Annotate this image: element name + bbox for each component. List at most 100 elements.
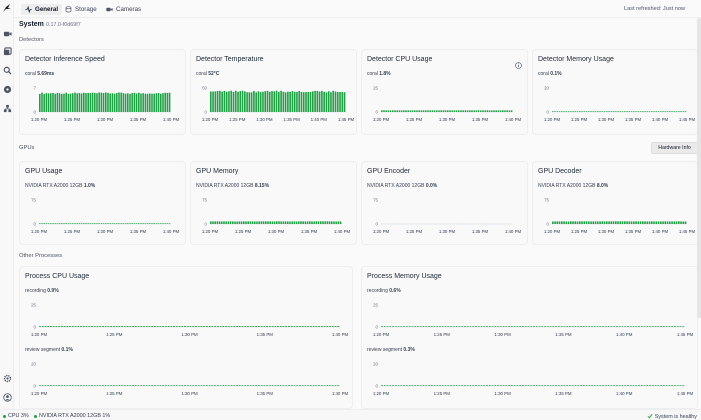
chart-bar	[273, 91, 276, 112]
card-title: Detector CPU Usage	[367, 56, 433, 63]
stat-card: Detector Inference Speed coral 5.69ms 0 7 1:…	[19, 49, 186, 135]
chart-bar	[309, 91, 312, 112]
page-title: System	[19, 21, 44, 28]
chart-bar	[98, 223, 100, 224]
explore-icon[interactable]	[2, 84, 12, 94]
chart-bar	[646, 385, 649, 386]
chart-bar	[626, 385, 629, 386]
chart-bar	[315, 326, 318, 327]
chart-bar	[628, 221, 631, 224]
chart-bar	[173, 385, 176, 386]
chart-bar	[298, 385, 301, 386]
chart-bar	[425, 385, 428, 386]
chart-bar	[87, 223, 89, 224]
chart-bar	[122, 93, 125, 112]
chart-bar	[332, 90, 335, 112]
chart-bar	[164, 326, 167, 327]
chart-svg: 0 25 1:20 PM 1:25 PM 1:30 PM 1:35 PM 1:40 PM 1:…	[373, 303, 694, 396]
chart-bar	[334, 326, 337, 327]
chart-bar	[506, 110, 508, 112]
chart-bar	[608, 221, 610, 224]
chart-bar	[156, 385, 159, 386]
chart-bar	[541, 385, 544, 386]
chart-bar	[298, 90, 301, 112]
app-logo-icon[interactable]	[2, 3, 12, 13]
x-tick-label: 1:40 PM	[311, 117, 328, 122]
health-status[interactable]: System is healthy	[647, 413, 697, 420]
database-icon	[65, 6, 72, 13]
chart-bar	[408, 385, 411, 386]
chart-bar	[577, 385, 580, 386]
chart-bar	[439, 385, 442, 386]
chart-bar	[54, 223, 56, 224]
chart-bar	[337, 385, 340, 386]
chart-bar	[298, 326, 301, 327]
chart-bar	[45, 93, 48, 112]
chart-bar	[510, 326, 513, 327]
last-refreshed: Last refreshed: Just now	[624, 6, 685, 12]
tab-storage[interactable]: Storage	[61, 4, 101, 15]
chart-bar	[334, 385, 337, 386]
x-tick-label: 1:20 PM	[31, 229, 48, 234]
x-tick-label: 1:25 PM	[406, 117, 423, 122]
chart-bar	[331, 385, 334, 386]
x-tick-label: 1:45 PM	[677, 332, 694, 337]
chart-bar	[441, 385, 444, 386]
x-tick-label: 1:25 PM	[235, 229, 252, 234]
chart-bar	[159, 385, 162, 386]
tab-cameras[interactable]: Cameras	[102, 4, 145, 15]
chart-bar	[61, 223, 63, 224]
chart-bar	[662, 385, 665, 386]
chart-bar	[155, 223, 158, 224]
account-icon[interactable]	[2, 392, 12, 402]
chart-bar	[225, 91, 228, 112]
chart-bar	[651, 385, 654, 386]
chart-bar	[628, 111, 631, 112]
chart-bar	[563, 326, 566, 327]
chart-bar	[591, 326, 594, 327]
chart-bar	[648, 221, 651, 224]
chart-bar	[138, 223, 140, 224]
search-icon[interactable]	[2, 65, 12, 75]
chart-bar	[122, 223, 125, 224]
chart-bar	[455, 326, 458, 327]
chart-bar	[280, 90, 282, 112]
chart-bar	[541, 326, 544, 327]
chart-bar	[194, 326, 197, 327]
chart-bar	[474, 326, 477, 327]
chart-bar	[115, 326, 118, 327]
tab-general[interactable]: General	[21, 4, 63, 15]
y-tick-label: 25	[373, 303, 378, 308]
chart-bar	[110, 326, 113, 327]
chart-bar	[558, 111, 561, 112]
stat-card: GPU Decoder NVIDIA RTX A2000 12GB 8.0% 0 75…	[532, 161, 698, 245]
chart-bar	[250, 92, 253, 112]
y-tick-label: 0	[205, 222, 208, 227]
chart-bar	[71, 326, 74, 327]
chart-bar	[135, 223, 138, 224]
chart-bar	[414, 385, 417, 386]
chart-bar	[323, 91, 325, 112]
chart-bar	[427, 110, 429, 112]
gear-icon[interactable]	[2, 373, 12, 383]
chart-bar	[170, 326, 173, 327]
y-tick-label: 7	[34, 86, 37, 91]
stat-card: GPU Usage NVIDIA RTX A2000 12GB 1.0% 0 75 1:…	[19, 161, 186, 245]
chart-bar	[66, 326, 69, 327]
x-tick-label: 1:20 PM	[31, 391, 48, 396]
info-icon[interactable]	[515, 56, 522, 69]
chart-bar	[624, 326, 627, 327]
review-icon[interactable]	[2, 46, 12, 56]
x-tick-label: 1:35 PM	[301, 229, 318, 234]
scrollbar[interactable]	[697, 18, 701, 318]
system-icon[interactable]	[2, 103, 12, 113]
hardware-info-button[interactable]: Hardware Info	[651, 142, 698, 154]
video-icon[interactable]	[2, 28, 12, 38]
chart-bar	[381, 110, 383, 112]
tab-label: Cameras	[116, 6, 142, 13]
chart-bar	[323, 326, 326, 327]
chart-bar	[241, 90, 244, 112]
chart-bar	[561, 111, 563, 112]
chart-bar	[236, 326, 238, 327]
chart-bar	[577, 326, 580, 327]
